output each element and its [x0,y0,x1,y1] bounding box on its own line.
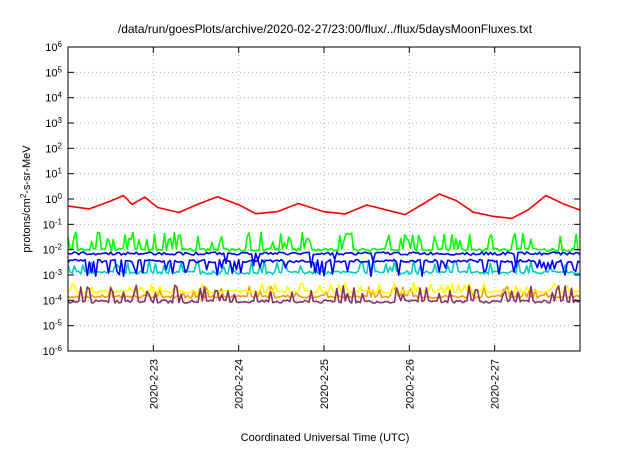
x-tick-label: 2020-2-23 [148,359,160,409]
y-tick-label: 105 [45,65,62,80]
y-axis-ticks: 10-6 10-5 10-4 10-3 10-2 10-1 100 101 102 103 104 1… [43,40,580,359]
series-line-blue-1 [67,258,581,278]
y-tick-label: 100 [45,192,62,207]
y-tick-label: 10-5 [43,318,63,333]
series-line-red [67,193,581,220]
y-tick-label: 102 [45,141,62,156]
x-axis-label: Coordinated Universal Time (UTC) [241,432,410,444]
y-tick-label: 104 [45,90,62,105]
x-tick-label: 2020-2-24 [234,359,246,409]
x-tick-label: 2020-2-26 [404,359,416,409]
y-tick-label: 103 [45,116,62,131]
y-tick-label: 10-1 [43,217,63,232]
x-tick-label: 2020-2-27 [490,359,502,409]
grid-layer [68,47,580,351]
series-line-purple [67,284,581,304]
y-tick-label: 10-3 [43,268,63,283]
y-tick-label: 101 [45,166,62,181]
series-line-orange [67,285,581,299]
y-tick-label: 10-6 [43,344,63,359]
x-tick-label: 2020-2-25 [319,359,331,409]
y-tick-label: 106 [45,40,62,55]
y-axis-label: protons/cm2-s-sr-MeV [19,145,34,253]
series-layer [67,193,581,304]
y-tick-label: 10-2 [43,242,63,257]
x-axis-ticks: 2020-2-23 2020-2-24 2020-2-25 2020-2-26 2020… [148,47,502,409]
series-line-green [67,231,581,252]
chart-title: /data/run/goesPlots/archive/2020-02-27/2… [118,22,533,36]
series-line-blue-0 [67,251,581,268]
y-tick-label: 10-4 [43,293,63,308]
series-line-yellow [68,282,581,294]
